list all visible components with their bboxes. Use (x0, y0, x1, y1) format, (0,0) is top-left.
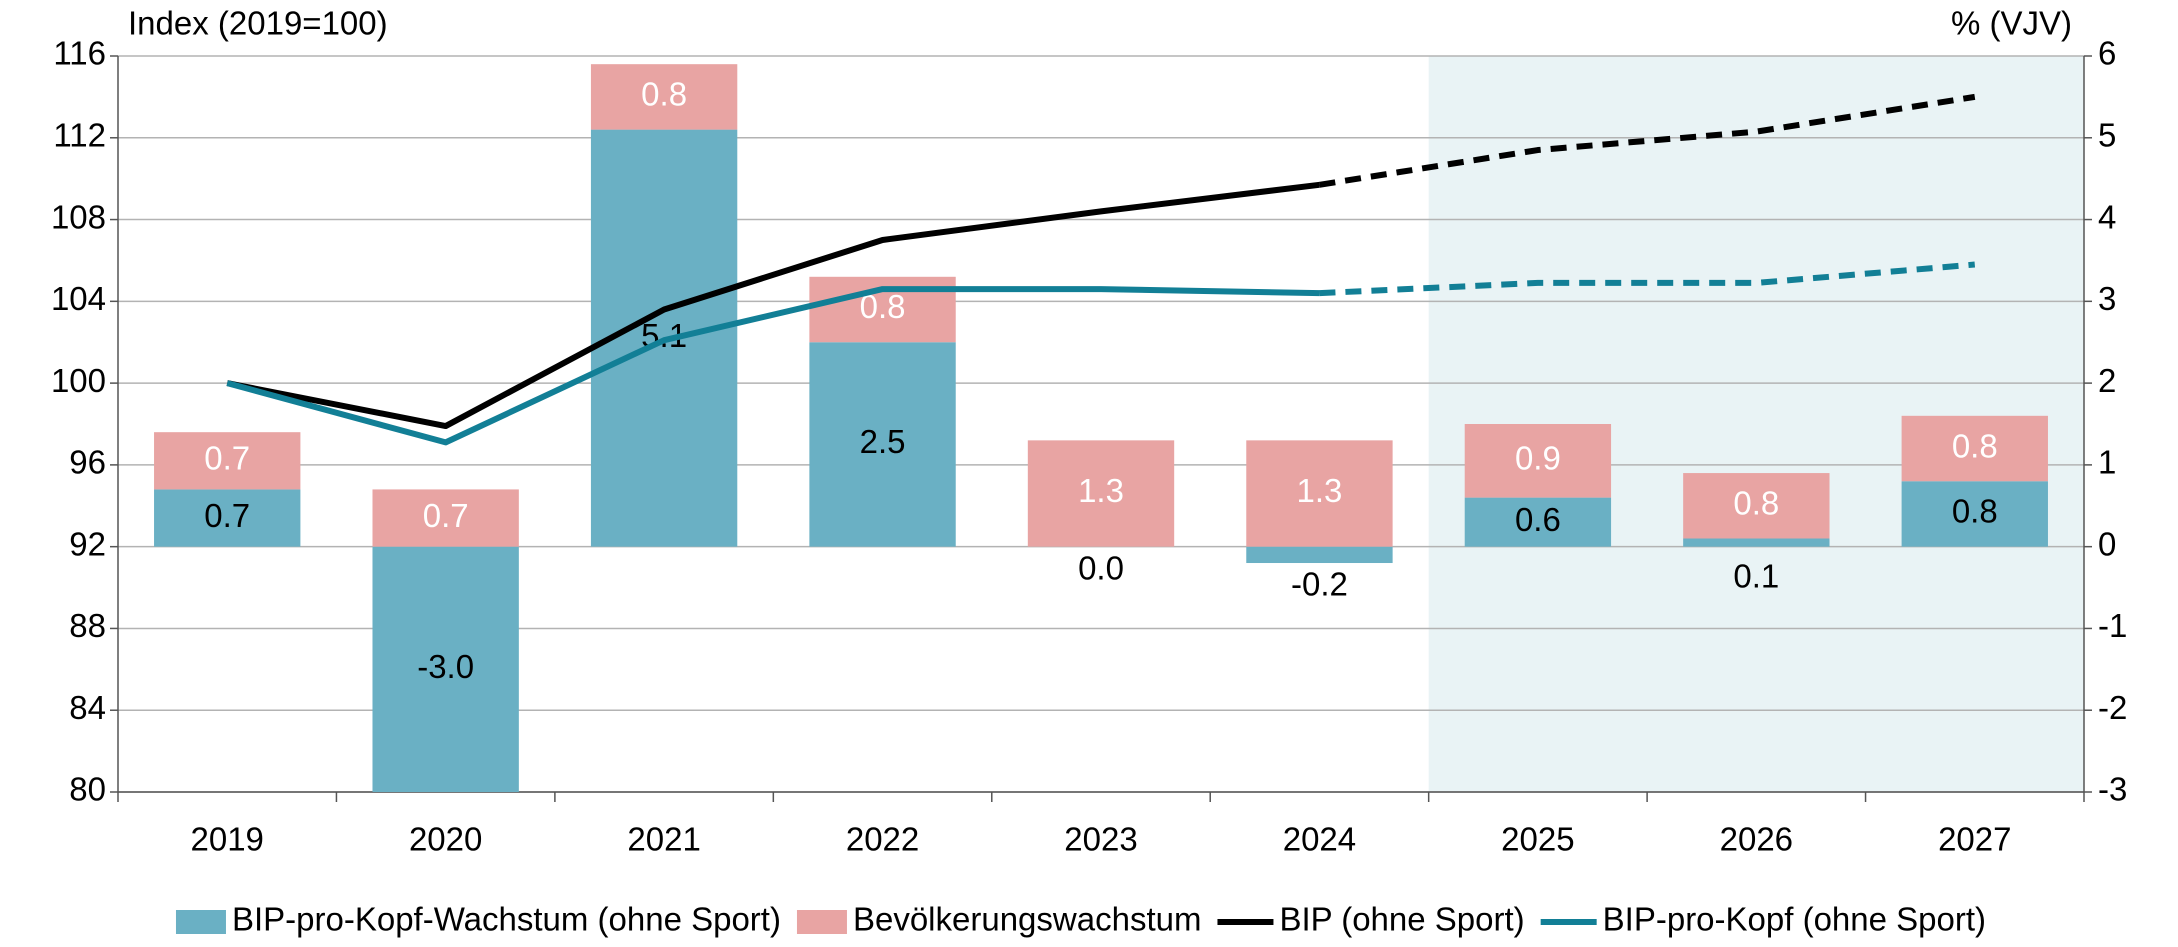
bar (1464, 424, 1612, 498)
y2-tick-label: 4 (2098, 198, 2116, 235)
value-label: 0.7 (204, 440, 250, 477)
value-label: 0.9 (1515, 440, 1561, 477)
legend-label: BIP-pro-Kopf-Wachstum (ohne Sport) (232, 901, 781, 938)
bar (1683, 538, 1830, 547)
legend-swatch (796, 910, 847, 934)
bar (590, 64, 738, 130)
y-tick-label: 112 (53, 116, 106, 153)
y2-tick-label: -2 (2098, 689, 2127, 726)
value-label: 0.6 (1515, 501, 1561, 538)
y2-tick-label: 6 (2098, 35, 2116, 72)
line (1318, 93, 1976, 188)
y2-tick-label: 0 (2098, 525, 2116, 562)
y-tick-label: 100 (51, 362, 106, 399)
y2-tick-label: -1 (2098, 607, 2127, 644)
y2-axis-label: % (VJV) (1951, 5, 2072, 42)
value-label: 1.3 (1297, 472, 1343, 509)
y-axis-label: Index (2019=100) (128, 5, 388, 42)
value-label: 1.3 (1078, 472, 1124, 509)
line (226, 181, 1320, 430)
y2-tick-label: 5 (2098, 116, 2116, 153)
value-label: 0.8 (1952, 493, 1998, 530)
value-label: 0.7 (204, 497, 250, 534)
x-tick-label: 2022 (846, 821, 919, 858)
y2-tick-label: 3 (2098, 280, 2116, 317)
value-label: 0.1 (1733, 558, 1779, 595)
y2-tick-label: -3 (2098, 771, 2127, 808)
x-tick-label: 2026 (1720, 821, 1793, 858)
y-tick-label: 96 (69, 444, 106, 481)
x-tick-label: 2021 (627, 821, 700, 858)
bar (1027, 440, 1175, 547)
legend-label: BIP (ohne Sport) (1279, 901, 1524, 938)
bar (372, 546, 519, 792)
value-label: 0.8 (1733, 484, 1779, 521)
value-label: 0.8 (641, 76, 687, 113)
bar (1464, 497, 1612, 547)
line (1319, 261, 1976, 297)
bar (154, 489, 301, 547)
x-tick-label: 2020 (409, 821, 482, 858)
bar (1901, 481, 2048, 547)
x-tick-label: 2019 (191, 821, 264, 858)
x-tick-label: 2023 (1064, 821, 1137, 858)
y2-tick-label: 1 (2098, 444, 2116, 481)
bar (372, 489, 519, 547)
legend-label: Bevölkerungswachstum (853, 901, 1202, 938)
value-label: -0.2 (1291, 566, 1348, 603)
y-tick-label: 108 (51, 198, 106, 235)
value-label: 0.7 (423, 497, 469, 534)
y-tick-label: 116 (53, 35, 106, 72)
y-tick-label: 84 (69, 689, 106, 726)
line (226, 286, 1320, 446)
bar (1246, 440, 1393, 547)
legend-swatch (175, 910, 226, 934)
y-tick-label: 104 (51, 280, 106, 317)
y-tick-label: 88 (69, 607, 106, 644)
y2-tick-label: 2 (2098, 362, 2116, 399)
value-label: -3.0 (417, 648, 474, 685)
x-tick-label: 2025 (1501, 821, 1574, 858)
y-tick-label: 80 (69, 771, 106, 808)
value-label: 2.5 (860, 423, 906, 460)
bar (1683, 473, 1830, 539)
bar (154, 432, 301, 490)
bar (1901, 415, 2048, 482)
value-label: 0.8 (1952, 427, 1998, 464)
x-tick-label: 2024 (1283, 821, 1356, 858)
x-tick-label: 2027 (1938, 821, 2011, 858)
legend-label: BIP-pro-Kopf (ohne Sport) (1603, 901, 1986, 938)
bar (809, 342, 956, 547)
value-label: 0.0 (1078, 549, 1124, 586)
y-tick-label: 92 (69, 525, 106, 562)
bar (1246, 546, 1393, 564)
